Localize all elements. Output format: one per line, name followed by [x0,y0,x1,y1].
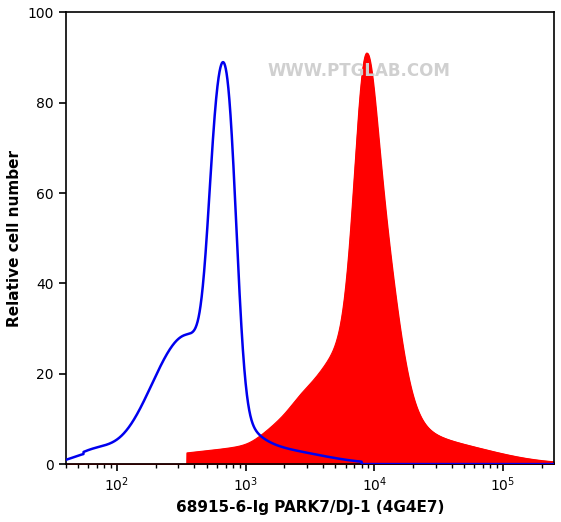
Y-axis label: Relative cell number: Relative cell number [7,150,22,327]
X-axis label: 68915-6-Ig PARK7/DJ-1 (4G4E7): 68915-6-Ig PARK7/DJ-1 (4G4E7) [176,500,444,515]
Text: WWW.PTGLAB.COM: WWW.PTGLAB.COM [267,62,450,80]
